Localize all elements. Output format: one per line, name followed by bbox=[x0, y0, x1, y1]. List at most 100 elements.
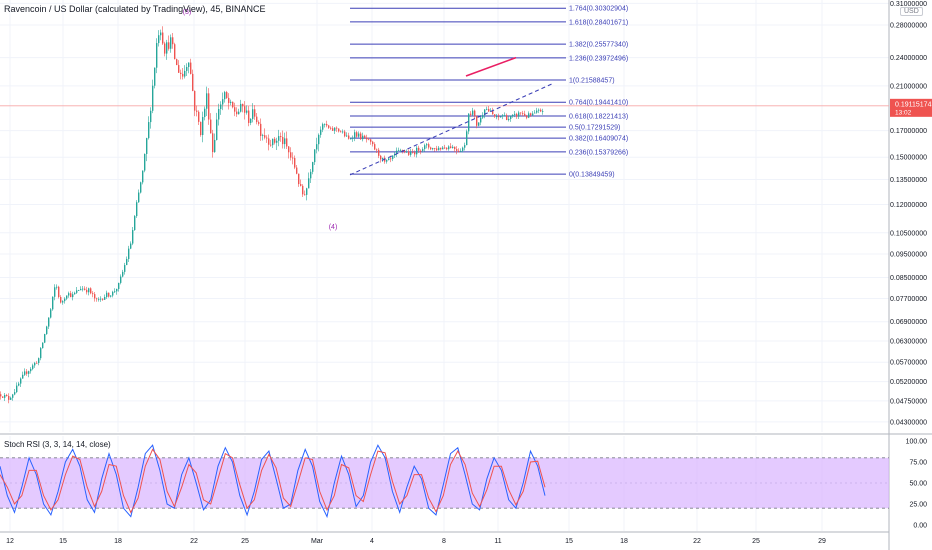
candle bbox=[470, 111, 472, 117]
candle bbox=[510, 115, 512, 122]
candle bbox=[86, 286, 88, 295]
candle-body bbox=[334, 127, 336, 131]
candle bbox=[216, 112, 218, 141]
candle bbox=[386, 159, 388, 164]
candle-body bbox=[314, 149, 316, 163]
candle bbox=[322, 122, 324, 133]
candle bbox=[260, 118, 262, 141]
candle-body bbox=[452, 146, 454, 148]
candle-body bbox=[458, 150, 460, 152]
candle bbox=[62, 300, 64, 305]
candle bbox=[398, 147, 400, 152]
candle bbox=[278, 129, 280, 147]
candle-body bbox=[28, 371, 30, 374]
candle bbox=[252, 103, 254, 123]
candle bbox=[234, 102, 236, 117]
candle bbox=[240, 99, 242, 113]
candle-body bbox=[80, 288, 82, 291]
candle-body bbox=[108, 292, 110, 297]
candle-body bbox=[240, 103, 242, 112]
candle-body bbox=[360, 133, 362, 140]
fib-level-label: 0(0.13849459) bbox=[569, 172, 615, 179]
candle-body bbox=[120, 276, 122, 283]
candle-body bbox=[30, 368, 32, 372]
candle-body bbox=[136, 202, 138, 217]
candle bbox=[102, 298, 104, 301]
candle bbox=[60, 295, 62, 304]
candle-body bbox=[168, 42, 170, 49]
candle-body bbox=[342, 131, 344, 133]
candle bbox=[94, 291, 96, 302]
candle-body bbox=[230, 101, 232, 103]
candle bbox=[144, 153, 146, 173]
candle-body bbox=[210, 119, 212, 134]
candle bbox=[308, 172, 310, 189]
candle bbox=[158, 30, 160, 47]
candle bbox=[440, 147, 442, 151]
candle-body bbox=[324, 123, 326, 125]
candle bbox=[78, 289, 80, 291]
candle bbox=[180, 69, 182, 80]
candle bbox=[320, 126, 322, 138]
candle bbox=[26, 369, 28, 376]
candle-body bbox=[194, 90, 196, 111]
candle bbox=[268, 134, 270, 151]
candle bbox=[500, 116, 502, 118]
candle-body bbox=[100, 298, 102, 300]
candle-body bbox=[434, 148, 436, 149]
candle bbox=[468, 113, 470, 135]
candle bbox=[508, 116, 510, 122]
candle-body bbox=[424, 145, 426, 150]
candle-body bbox=[412, 152, 414, 153]
candle bbox=[112, 290, 114, 298]
candle-body bbox=[328, 125, 330, 128]
candle bbox=[360, 131, 362, 141]
candle bbox=[100, 296, 102, 302]
candle bbox=[426, 142, 428, 149]
candle bbox=[428, 142, 430, 150]
candle-body bbox=[78, 290, 80, 291]
candle-body bbox=[530, 113, 532, 116]
candle bbox=[446, 147, 448, 151]
candle bbox=[224, 90, 226, 103]
candle bbox=[334, 127, 336, 134]
candle-body bbox=[512, 114, 514, 117]
fib-level-label: 0.236(0.15379266) bbox=[569, 149, 628, 156]
candle bbox=[460, 148, 462, 153]
candle bbox=[286, 131, 288, 150]
price-tick-label: 0.06900000 bbox=[890, 319, 927, 326]
candle-body bbox=[0, 394, 2, 397]
candle bbox=[104, 294, 106, 301]
candle-body bbox=[72, 294, 74, 298]
price-tick-label: 0.17000000 bbox=[890, 128, 927, 135]
candle bbox=[12, 393, 14, 401]
time-tick-label: 22 bbox=[693, 538, 701, 545]
candle-body bbox=[12, 394, 14, 398]
candle bbox=[182, 68, 184, 80]
candle-body bbox=[214, 139, 216, 153]
currency-button[interactable]: USD bbox=[900, 7, 923, 16]
candle bbox=[298, 173, 300, 187]
candle-body bbox=[288, 146, 290, 153]
candle bbox=[20, 377, 22, 388]
candle-body bbox=[448, 146, 450, 150]
candle bbox=[256, 112, 258, 125]
candle-body bbox=[274, 138, 276, 143]
candle bbox=[208, 88, 210, 125]
candle-body bbox=[526, 115, 528, 118]
candle-body bbox=[196, 110, 198, 112]
candle-body bbox=[534, 112, 536, 114]
candle-body bbox=[128, 248, 130, 259]
candle-body bbox=[140, 182, 142, 193]
candle-body bbox=[60, 297, 62, 303]
candle-body bbox=[282, 137, 284, 145]
candle-body bbox=[310, 171, 312, 179]
candle bbox=[316, 137, 318, 154]
candle-body bbox=[218, 109, 220, 120]
candle-body bbox=[174, 44, 176, 60]
fib-level-label: 1.618(0.28401671) bbox=[569, 19, 628, 26]
candle bbox=[434, 147, 436, 152]
candle-body bbox=[114, 291, 116, 293]
candle-body bbox=[304, 194, 306, 196]
